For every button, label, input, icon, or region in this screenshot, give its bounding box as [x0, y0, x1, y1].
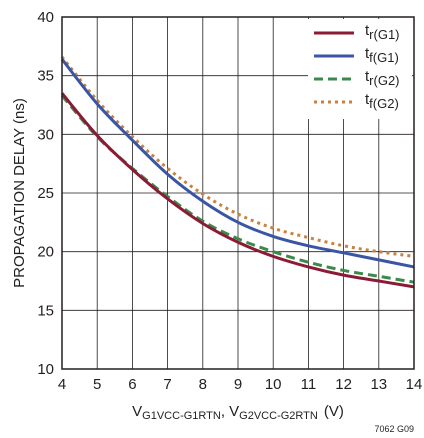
y-tick-label: 20	[37, 244, 54, 261]
x-tick-label: 7	[163, 376, 171, 393]
y-tick-label: 25	[37, 185, 54, 202]
y-tick-label: 30	[37, 126, 54, 143]
series-line-rg1	[60, 92, 415, 289]
legend-label: tf(G2)	[365, 91, 399, 111]
series-line-fg1	[60, 58, 415, 269]
x-tick-label: 9	[234, 376, 242, 393]
legend-label: tf(G1)	[365, 45, 399, 65]
x-tick-label: 11	[301, 376, 317, 393]
x-tick-label: 12	[335, 376, 352, 393]
series-line-fg2	[60, 55, 415, 258]
x-tick-label: 8	[199, 376, 207, 393]
x-tick-label: 5	[93, 376, 101, 393]
y-tick-label: 10	[37, 361, 54, 378]
y-axis-title: PROPAGATION DELAY (ns)	[11, 98, 28, 288]
x-tick-label: 10	[265, 376, 282, 393]
legend-label: tr(G1)	[365, 22, 400, 42]
legend-label: tr(G2)	[365, 68, 400, 88]
series-lines	[60, 55, 415, 289]
legend: tr(G1) tf(G1) tr(G2) tf(G2)	[308, 19, 412, 119]
figure-id: 7062 G09	[374, 424, 414, 434]
x-tick-label: 6	[128, 376, 136, 393]
legend-background	[308, 19, 412, 119]
x-tick-label: 4	[58, 376, 66, 393]
plot-frame	[61, 16, 415, 370]
y-tick-label: 15	[37, 302, 54, 319]
y-tick-labels: 10 15 20 25 30 35 40	[37, 9, 54, 378]
x-axis-title: VG1VCC-G1RTN, VG2VCC-G2RTN (V)	[132, 403, 344, 422]
y-tick-label: 40	[37, 9, 54, 26]
x-tick-label: 13	[370, 376, 387, 393]
y-tick-label: 35	[37, 68, 54, 85]
x-tick-label: 14	[406, 376, 423, 393]
x-tick-labels: 4 5 6 7 8 9 10 11 12 13 14	[58, 376, 423, 393]
